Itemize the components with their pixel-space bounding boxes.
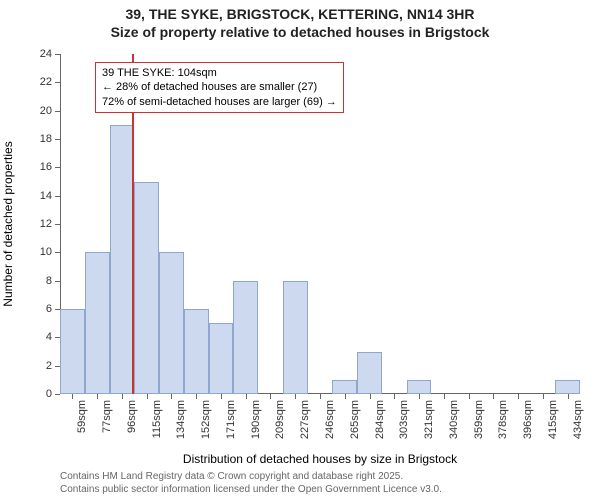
x-tick-label: 171sqm [225,400,237,439]
x-tick [518,394,519,399]
y-tick [55,111,60,112]
histogram-bar [134,182,159,395]
x-tick-label: 321sqm [423,400,435,439]
x-tick-label: 59sqm [76,400,88,433]
y-tick-label: 0 [22,388,52,400]
x-tick [171,394,172,399]
y-tick-label: 14 [22,190,52,202]
x-tick-label: 115sqm [151,400,163,438]
x-axis-title: Distribution of detached houses by size … [60,452,580,466]
footer-credits: Contains HM Land Registry data © Crown c… [60,470,442,496]
x-tick [345,394,346,399]
histogram-bar [555,380,580,394]
plot-area: 02468101214161820222459sqm77sqm96sqm115s… [60,54,580,394]
y-tick [55,252,60,253]
x-tick-label: 96sqm [126,400,138,433]
y-tick [55,82,60,83]
x-tick [246,394,247,399]
x-tick-label: 209sqm [274,400,286,439]
histogram-bar [209,323,234,394]
annotation-title: 39 THE SYKE: 104sqm [102,66,337,80]
x-tick [568,394,569,399]
chart-container: 39, THE SYKE, BRIGSTOCK, KETTERING, NN14… [0,0,600,500]
y-tick-label: 8 [22,275,52,287]
x-tick-label: 227sqm [299,400,311,439]
y-tick [55,139,60,140]
x-tick [444,394,445,399]
histogram-bar [85,252,110,394]
x-tick-label: 396sqm [522,400,534,439]
y-tick-label: 18 [22,133,52,145]
histogram-bar [184,309,209,394]
annotation-line2: 72% of semi-detached houses are larger (… [102,95,337,109]
histogram-bar [110,125,135,394]
x-tick [543,394,544,399]
x-tick-label: 434sqm [572,400,584,439]
footer-line1: Contains HM Land Registry data © Crown c… [60,470,442,483]
histogram-bar [60,309,85,394]
x-tick [122,394,123,399]
x-tick-label: 415sqm [547,400,559,439]
y-axis-title: Number of detached properties [1,141,15,306]
footer-line2: Contains public sector information licen… [60,483,442,496]
chart-title-line1: 39, THE SYKE, BRIGSTOCK, KETTERING, NN14… [0,6,600,22]
x-tick-label: 246sqm [324,400,336,439]
y-tick [55,281,60,282]
x-tick [270,394,271,399]
x-tick [419,394,420,399]
histogram-bar [233,281,258,394]
x-tick-label: 340sqm [448,400,460,439]
y-tick-label: 22 [22,76,52,88]
x-tick [97,394,98,399]
x-tick-label: 190sqm [250,400,262,439]
x-tick-label: 303sqm [398,400,410,439]
y-tick [55,54,60,55]
x-tick-label: 359sqm [473,400,485,439]
y-tick-label: 4 [22,331,52,343]
y-tick-label: 12 [22,218,52,230]
y-tick-label: 10 [22,246,52,258]
y-tick-label: 20 [22,105,52,117]
histogram-bar [407,380,432,394]
x-tick-label: 77sqm [101,400,113,433]
histogram-bar [159,252,184,394]
x-tick-label: 134sqm [175,400,187,439]
x-tick [320,394,321,399]
y-tick-label: 2 [22,360,52,372]
x-tick-label: 378sqm [497,400,509,439]
histogram-bar [283,281,308,394]
x-tick [295,394,296,399]
x-tick-label: 284sqm [374,400,386,439]
y-tick [55,167,60,168]
x-tick-label: 265sqm [349,400,361,439]
y-tick [55,196,60,197]
chart-title-line2: Size of property relative to detached ho… [0,24,600,40]
x-tick [196,394,197,399]
y-tick [55,224,60,225]
x-tick [394,394,395,399]
x-tick [147,394,148,399]
x-tick [370,394,371,399]
y-tick-label: 6 [22,303,52,315]
x-tick [221,394,222,399]
x-tick [469,394,470,399]
histogram-bar [332,380,357,394]
x-tick [493,394,494,399]
annotation-line1: ← 28% of detached houses are smaller (27… [102,80,337,94]
annotation-box: 39 THE SYKE: 104sqm← 28% of detached hou… [95,62,344,113]
y-tick-label: 16 [22,161,52,173]
y-tick-label: 24 [22,48,52,60]
y-tick [55,394,60,395]
histogram-bar [357,352,382,395]
x-tick [72,394,73,399]
x-tick-label: 152sqm [200,400,212,439]
